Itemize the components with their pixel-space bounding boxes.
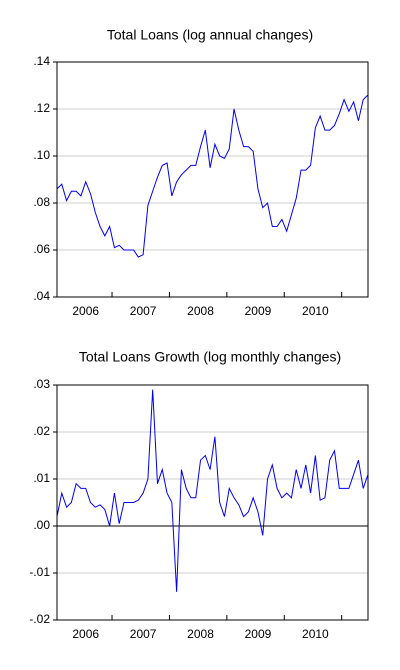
x-tick-label: 2007 [130,627,157,641]
plot-frame [56,61,369,298]
series-line [56,389,369,592]
x-tick-label: 2008 [187,304,214,318]
y-tick-label: .14 [33,54,50,68]
y-tick-label: .06 [33,242,50,256]
y-tick-label: .10 [33,148,50,162]
y-tick-label: -.01 [29,565,50,579]
y-tick-label: .12 [33,101,50,115]
y-tick-label: -.02 [29,612,50,626]
x-tick-label: 2009 [245,627,272,641]
chart-title: Total Loans Growth (log monthly changes) [79,349,341,365]
x-tick-label: 2010 [302,627,329,641]
x-tick-label: 2006 [72,627,99,641]
y-tick-label: .00 [33,518,50,532]
x-tick-label: 2008 [187,627,214,641]
x-tick-label: 2006 [72,304,99,318]
chart-title: Total Loans (log annual changes) [107,27,313,43]
x-tick-label: 2010 [302,304,329,318]
plot-frame [56,384,369,621]
x-tick-label: 2009 [245,304,272,318]
series-line [56,94,369,258]
x-tick-label: 2007 [130,304,157,318]
y-tick-label: .04 [33,289,50,303]
y-tick-label: .01 [33,471,50,485]
y-tick-label: .08 [33,195,50,209]
y-tick-label: .02 [33,424,50,438]
y-tick-label: .03 [33,377,50,391]
